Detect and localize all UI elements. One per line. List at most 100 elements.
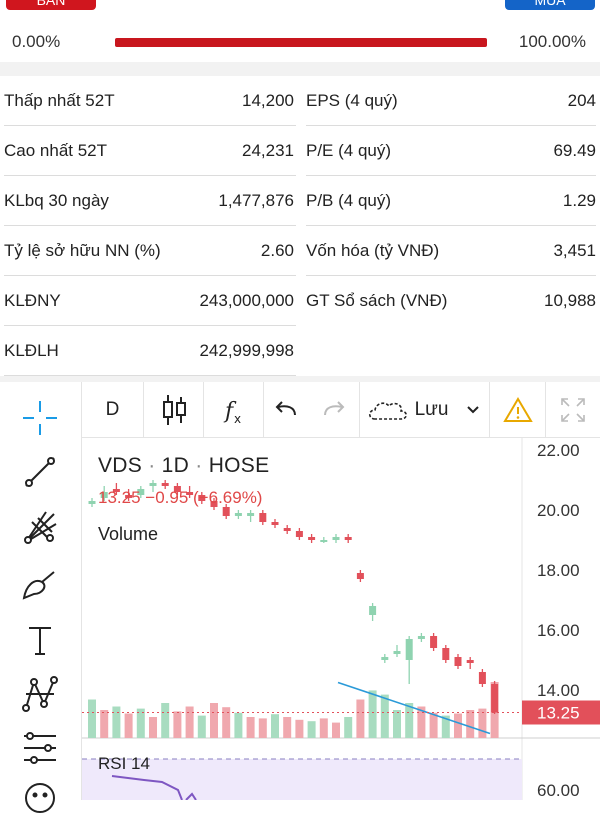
candle-body xyxy=(173,486,181,492)
brush-icon xyxy=(22,571,55,600)
crosshair-tool[interactable] xyxy=(16,394,64,442)
candle-body xyxy=(381,657,389,660)
pattern-tool[interactable] xyxy=(16,670,64,718)
stat-row: Cao nhất 52T 24,231 xyxy=(4,126,296,176)
change-value: −0.95 (−6.69%) xyxy=(145,488,263,507)
rsi-tick-label: 60.00 xyxy=(537,781,580,800)
volume-bar xyxy=(197,715,206,738)
volume-bar xyxy=(307,721,316,738)
indicators-button[interactable]: f x xyxy=(204,382,264,438)
fullscreen-icon xyxy=(561,398,585,422)
volume-bar xyxy=(88,699,96,738)
rsi-line xyxy=(111,775,197,800)
cloud-icon xyxy=(368,402,407,420)
candle-body xyxy=(356,573,364,579)
volume-bar xyxy=(368,690,377,738)
candles-icon xyxy=(162,395,186,425)
volume-bar xyxy=(454,713,462,738)
stat-label: Cao nhất 52T xyxy=(4,140,108,160)
candle-body xyxy=(247,513,255,516)
candle-body xyxy=(222,507,230,516)
stat-row: EPS (4 quý) 204 xyxy=(306,76,596,126)
volume-bar xyxy=(380,694,389,738)
stat-label: Tỷ lệ sở hữu NN (%) xyxy=(4,240,161,260)
symbol-header: VDS · 1D · HOSE xyxy=(98,454,269,478)
stat-value: 242,999,998 xyxy=(199,340,294,360)
volume-bar xyxy=(112,706,121,738)
stat-row: KLĐLH 242,999,998 xyxy=(4,326,296,376)
buy-button[interactable]: MUA xyxy=(505,0,595,10)
indicators-icon: f x xyxy=(223,399,241,426)
stat-row: P/E (4 quý) 69.49 xyxy=(306,126,596,176)
volume-bar xyxy=(246,717,255,738)
interval-button[interactable]: D xyxy=(82,382,144,438)
price-tick-label: 22.00 xyxy=(537,441,580,460)
last-price-marker: 13.25 xyxy=(82,700,600,725)
volume-bar xyxy=(258,718,267,738)
stat-value: 2.60 xyxy=(260,240,294,260)
volume-bar xyxy=(356,699,365,738)
price-tick-label: 20.00 xyxy=(537,501,580,520)
fib-icon xyxy=(24,511,57,544)
stat-row: Tỷ lệ sở hữu NN (%) 2.60 xyxy=(4,226,296,276)
text-tool[interactable] xyxy=(16,616,64,664)
candle-body xyxy=(405,639,413,660)
volume-bar xyxy=(124,713,133,738)
stat-label: EPS (4 quý) xyxy=(306,90,398,110)
stat-label: KLbq 30 ngày xyxy=(4,190,109,210)
candle-body xyxy=(295,531,303,537)
redo-button[interactable] xyxy=(308,382,360,438)
text-icon xyxy=(29,627,51,655)
volume-bar xyxy=(393,710,401,738)
progress-fill xyxy=(115,38,487,47)
candle-body xyxy=(271,522,279,525)
volume-bar xyxy=(210,703,218,738)
save-button[interactable]: Lưu xyxy=(360,382,490,438)
volume-bar xyxy=(319,718,328,738)
svg-text:x: x xyxy=(234,412,241,426)
volume-bar xyxy=(283,717,292,738)
candlestick-chart[interactable]: 22.00 20.00 18.00 16.00 14.00 60.00 13.25 xyxy=(82,438,600,800)
stat-row: Vốn hóa (tỷ VNĐ) 3,451 xyxy=(306,226,596,276)
candle-body xyxy=(283,528,291,531)
section-divider xyxy=(0,62,600,76)
trend-line-tool[interactable] xyxy=(16,448,64,496)
trend-line-segment xyxy=(337,681,491,735)
rsi-axis: 60.00 xyxy=(537,781,580,800)
candle-body xyxy=(491,684,499,713)
sell-button[interactable]: BÁN xyxy=(6,0,96,10)
drawing-toolbar xyxy=(0,382,82,813)
volume-bar xyxy=(417,706,426,738)
measure-tool[interactable] xyxy=(16,722,64,770)
volume-bars xyxy=(88,682,499,738)
volume-bar xyxy=(429,712,438,738)
brush-tool[interactable] xyxy=(16,560,64,608)
volume-bar xyxy=(344,717,353,738)
chart-type-button[interactable] xyxy=(144,382,204,438)
order-button-strip: BÁN MUA xyxy=(0,0,600,12)
stat-value: 204 xyxy=(567,90,596,110)
emoji-tool[interactable] xyxy=(16,774,64,822)
undo-button[interactable] xyxy=(264,382,308,438)
stat-row: KLĐNY 243,000,000 xyxy=(4,276,296,326)
warning-button[interactable] xyxy=(490,382,546,438)
volume-bar xyxy=(466,710,475,738)
trend-line[interactable] xyxy=(337,681,491,735)
candle-body xyxy=(430,636,438,648)
redo-icon xyxy=(323,401,344,416)
order-ratio-bar: 0.00% 100.00% xyxy=(0,28,600,58)
candle-body xyxy=(210,501,218,507)
price-tick-label: 14.00 xyxy=(537,681,580,700)
separator: · xyxy=(195,454,203,477)
emoji-icon xyxy=(25,783,55,813)
candle-body xyxy=(369,606,377,615)
pattern-icon xyxy=(22,676,58,712)
fib-tool[interactable] xyxy=(16,504,64,552)
fullscreen-button[interactable] xyxy=(546,382,600,438)
candles xyxy=(88,480,499,714)
candle-body xyxy=(320,540,328,542)
section-divider xyxy=(0,376,600,382)
volume-bar xyxy=(100,710,109,738)
last-price-badge xyxy=(522,700,600,725)
volume-bar xyxy=(161,703,170,738)
